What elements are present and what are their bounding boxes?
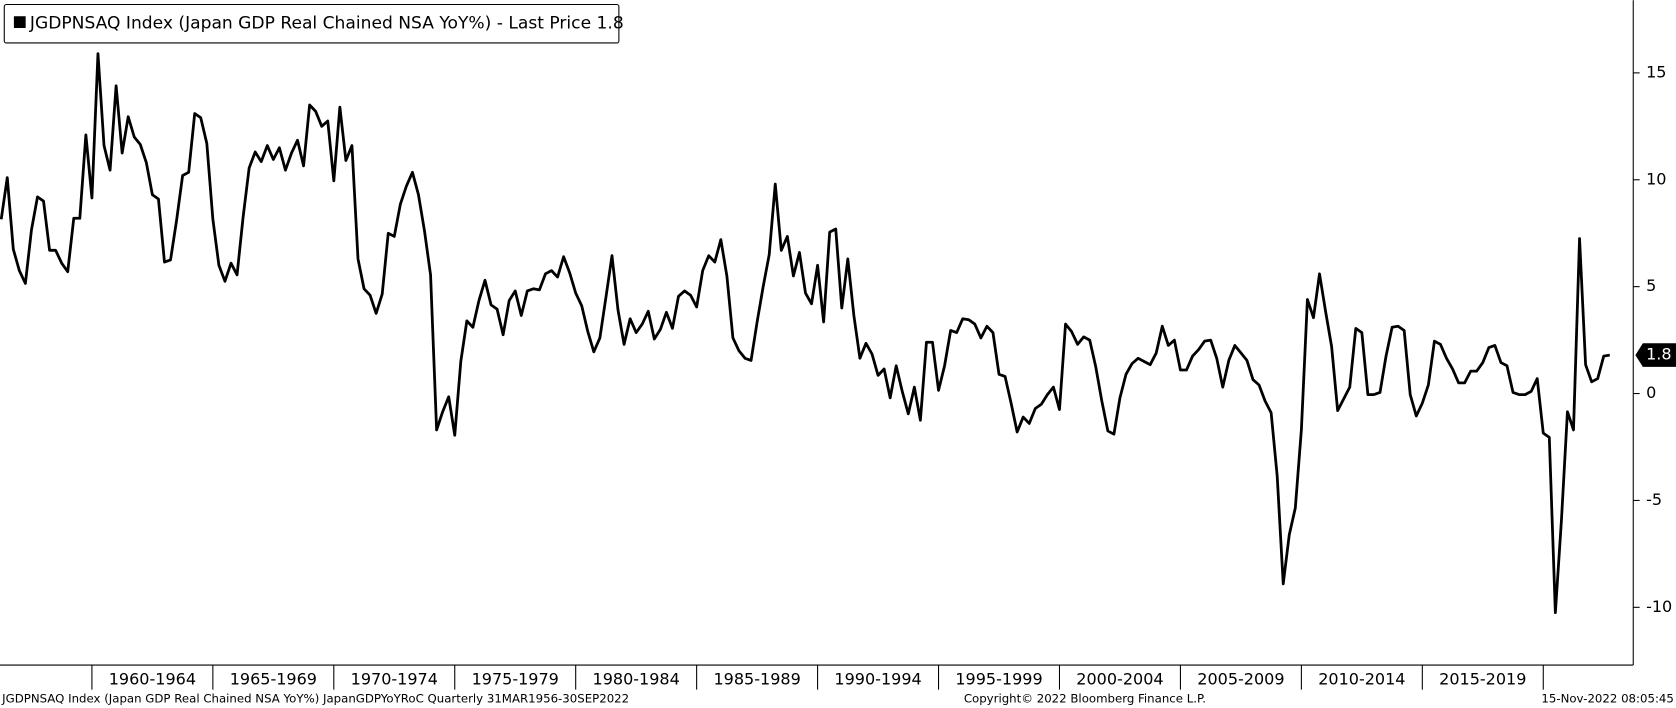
- x-tick-label: 1970-1974: [351, 670, 438, 689]
- last-price-tag: [1635, 343, 1676, 367]
- x-tick-label: 1990-1994: [834, 670, 921, 689]
- series-line: [0, 52, 1611, 615]
- x-tick-label: 2010-2014: [1318, 670, 1405, 689]
- x-tick-label: 2015-2019: [1439, 670, 1526, 689]
- x-tick-label: 1985-1989: [713, 670, 800, 689]
- x-tick-label: 1975-1979: [472, 670, 559, 689]
- y-tick-label: 15: [1646, 62, 1666, 81]
- x-tick-label: 1995-1999: [955, 670, 1042, 689]
- y-tick-label: -10: [1646, 597, 1672, 616]
- x-tick-label: 1980-1984: [593, 670, 680, 689]
- footer-right: 15-Nov-2022 08:05:45: [1541, 692, 1673, 706]
- x-tick-label: 2000-2004: [1076, 670, 1163, 689]
- x-tick-label: 1960-1964: [109, 670, 196, 689]
- y-tick-label: -5: [1646, 490, 1662, 509]
- legend-box: [3, 3, 620, 44]
- y-tick-label: 5: [1646, 276, 1656, 295]
- legend-suffix: - Last Price: [497, 14, 591, 34]
- y-tick-label: 0: [1646, 383, 1656, 402]
- legend-last-price: 1.8: [597, 14, 624, 34]
- footer-center: Copyright© 2022 Bloomberg Finance L.P.: [964, 692, 1206, 706]
- plot-area: [0, 52, 1611, 615]
- legend-title: JGDPNSAQ Index (Japan GDP Real Chained N…: [29, 14, 491, 34]
- legend-swatch: [13, 16, 26, 28]
- footer-left: JGDPNSAQ Index (Japan GDP Real Chained N…: [1, 692, 629, 706]
- legend-text: JGDPNSAQ Index (Japan GDP Real Chained N…: [29, 14, 624, 34]
- x-tick-label: 2005-2009: [1197, 670, 1284, 689]
- last-price-label: 1.8: [1646, 345, 1671, 364]
- y-tick-label: 10: [1646, 169, 1666, 188]
- x-tick-label: 1965-1969: [230, 670, 317, 689]
